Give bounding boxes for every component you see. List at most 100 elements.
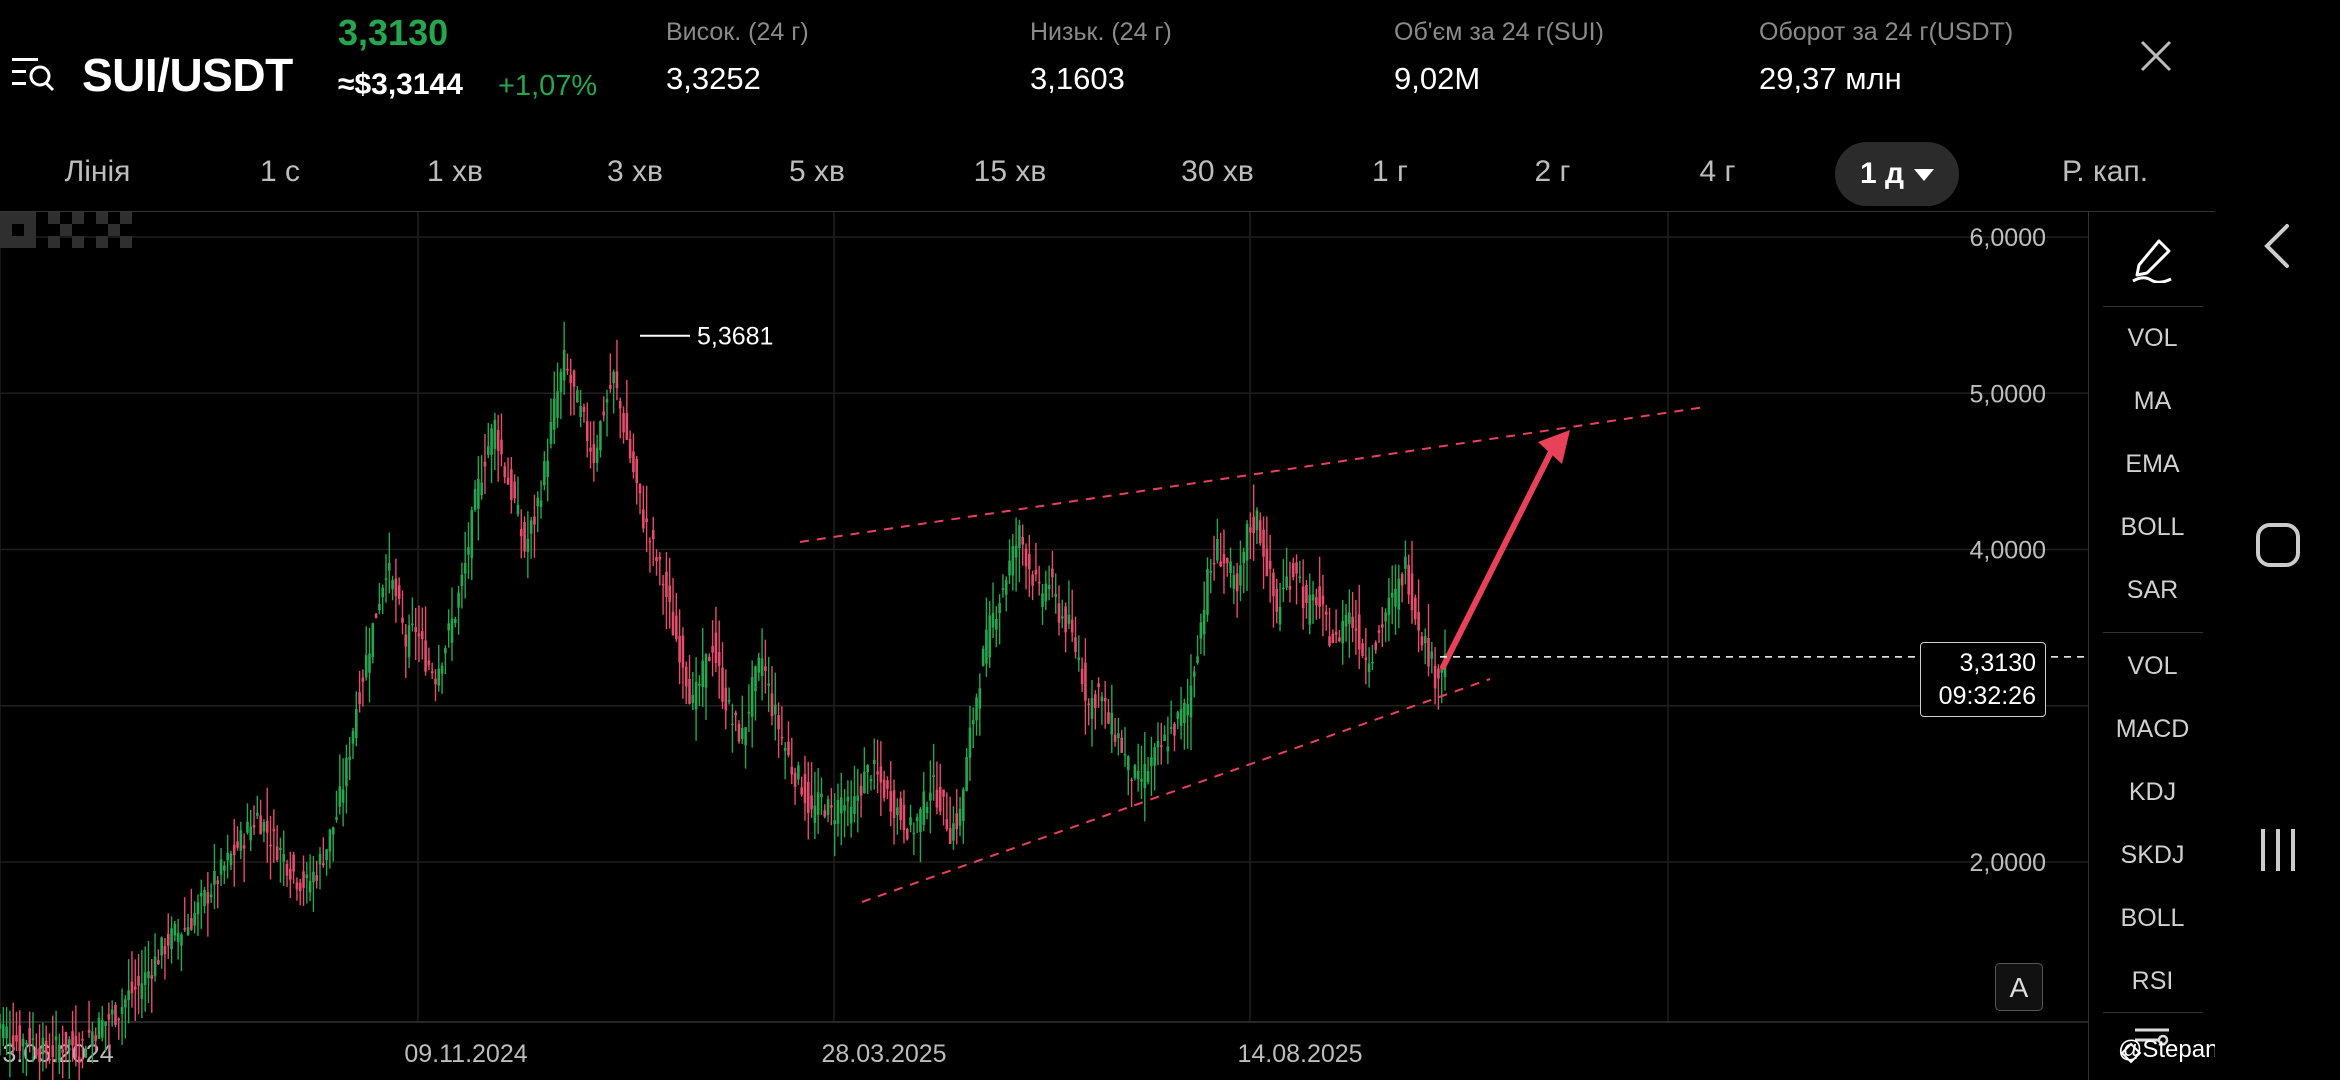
candle-body bbox=[100, 1019, 104, 1038]
tab-line[interactable]: Лінія bbox=[64, 155, 131, 188]
tab-1s[interactable]: 1 с bbox=[259, 155, 301, 188]
candle-body bbox=[1255, 510, 1259, 531]
candle-body bbox=[938, 786, 942, 812]
candle-body bbox=[599, 421, 602, 451]
candle-body bbox=[1064, 606, 1067, 633]
candle-body bbox=[434, 678, 437, 685]
candle-body bbox=[1183, 703, 1186, 724]
candle-body bbox=[1390, 592, 1394, 598]
candle-body bbox=[15, 1035, 18, 1042]
tab-1d[interactable]: 1 д bbox=[1835, 142, 1959, 206]
candle-body bbox=[417, 633, 421, 637]
candle-body bbox=[727, 700, 731, 702]
candle-body bbox=[1126, 756, 1130, 771]
candle-body bbox=[493, 419, 497, 449]
candle-body bbox=[843, 805, 846, 811]
indicator-vol[interactable]: VOL bbox=[2127, 324, 2178, 352]
x-tick-label: 09.11.2024 bbox=[404, 1040, 527, 1068]
indicator-separator bbox=[2103, 306, 2203, 307]
candle-body bbox=[54, 1036, 58, 1041]
candle-body bbox=[582, 406, 586, 412]
indicator-skdj[interactable]: SKDJ bbox=[2120, 841, 2185, 869]
candle-body bbox=[358, 692, 361, 705]
candle-body bbox=[21, 1038, 25, 1047]
tab-3m[interactable]: 3 хв bbox=[607, 155, 663, 188]
candle-body bbox=[1394, 588, 1397, 607]
auto-scale-button[interactable]: A bbox=[1995, 963, 2043, 1011]
candle-body bbox=[384, 578, 388, 580]
indicator-boll[interactable]: BOLL bbox=[2120, 513, 2185, 541]
indicator-ema[interactable]: EMA bbox=[2125, 450, 2180, 478]
candle-body bbox=[1206, 569, 1209, 615]
candle-body bbox=[1054, 593, 1058, 597]
indicator-sidebar: VOL MA EMA BOLL SAR VOL MACD KDJ SKDJ BO… bbox=[2088, 212, 2215, 1080]
last-price: 3,3130 bbox=[338, 12, 449, 53]
y-tick-label: 6,0000 bbox=[1970, 224, 2046, 252]
recent-apps-icon[interactable] bbox=[2253, 825, 2303, 875]
candle-body bbox=[1440, 668, 1444, 673]
tab-market-cap[interactable]: Р. кап. bbox=[2061, 155, 2149, 188]
close-icon[interactable] bbox=[2138, 38, 2174, 74]
candle-body bbox=[1239, 565, 1242, 586]
tab-5m[interactable]: 5 хв bbox=[789, 155, 845, 188]
candle-body bbox=[143, 972, 147, 985]
candle-body bbox=[820, 793, 823, 798]
candle-body bbox=[28, 1027, 31, 1045]
candle-body bbox=[764, 666, 767, 671]
drawing-pen-icon[interactable] bbox=[2129, 237, 2175, 283]
pair-title[interactable]: SUI/USDT bbox=[82, 49, 293, 101]
candle-body bbox=[793, 772, 797, 787]
tab-30m[interactable]: 30 хв bbox=[1181, 155, 1254, 188]
candle-body bbox=[1298, 576, 1302, 579]
candle-body bbox=[915, 817, 919, 822]
indicator-macd[interactable]: MACD bbox=[2115, 715, 2190, 743]
candle-body bbox=[572, 370, 576, 387]
candle-body bbox=[216, 880, 220, 884]
tab-1m[interactable]: 1 хв bbox=[427, 155, 483, 188]
indicator-ma[interactable]: MA bbox=[2133, 387, 2172, 415]
tab-15m[interactable]: 15 хв bbox=[973, 155, 1047, 188]
candle-body bbox=[678, 635, 681, 663]
candle-body bbox=[490, 428, 493, 455]
back-chevron-icon[interactable] bbox=[2257, 222, 2297, 270]
candle-body bbox=[1130, 779, 1133, 782]
candle-body bbox=[1308, 594, 1312, 625]
indicator-sub-vol[interactable]: VOL bbox=[2127, 652, 2178, 680]
candle-body bbox=[770, 693, 774, 716]
candle-body bbox=[229, 853, 233, 866]
menu-search-icon[interactable] bbox=[10, 50, 56, 96]
tab-4h[interactable]: 4 г bbox=[1699, 155, 1736, 188]
indicator-sar[interactable]: SAR bbox=[2126, 576, 2179, 604]
indicator-sub-boll[interactable]: BOLL bbox=[2120, 904, 2185, 932]
candle-body bbox=[925, 806, 929, 814]
stat-low-24h: Низьк. (24 г) 3,1603 bbox=[1030, 18, 1172, 97]
candle-body bbox=[457, 592, 460, 608]
candle-body bbox=[348, 756, 352, 760]
candle-body bbox=[905, 828, 909, 840]
current-price-tag: 3,3130 09:32:26 bbox=[1920, 642, 2046, 717]
candle-body bbox=[1430, 651, 1434, 659]
candle-body bbox=[1117, 733, 1120, 739]
indicator-rsi[interactable]: RSI bbox=[2131, 967, 2174, 995]
candle-body bbox=[328, 829, 332, 852]
candle-body bbox=[998, 603, 1001, 614]
tab-1h[interactable]: 1 г bbox=[1372, 155, 1408, 188]
candle-body bbox=[853, 796, 856, 814]
candle-body bbox=[846, 796, 850, 802]
home-square-icon[interactable] bbox=[2253, 520, 2303, 570]
candle-body bbox=[1176, 712, 1180, 719]
indicator-separator bbox=[2103, 1012, 2203, 1013]
indicator-kdj[interactable]: KDJ bbox=[2128, 778, 2177, 806]
price-chart[interactable]: 6,0000 5,0000 4,0000 2,0000 3.06.2024 09.11.2… bbox=[0, 212, 2088, 1080]
candle-body bbox=[952, 823, 955, 841]
candle-body bbox=[1051, 568, 1054, 578]
candle-body bbox=[213, 871, 216, 885]
settings-sliders-icon[interactable] bbox=[2129, 1024, 2175, 1054]
price-change: +1,07% bbox=[498, 70, 598, 102]
candle-body bbox=[1262, 529, 1265, 557]
tab-2h[interactable]: 2 г bbox=[1534, 155, 1571, 188]
candle-body bbox=[94, 1035, 97, 1041]
candle-body bbox=[675, 615, 678, 640]
candle-body bbox=[503, 466, 507, 478]
